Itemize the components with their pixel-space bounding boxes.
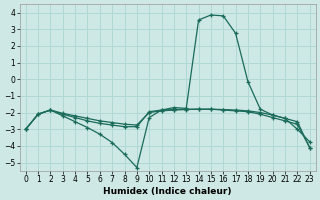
X-axis label: Humidex (Indice chaleur): Humidex (Indice chaleur) bbox=[103, 187, 232, 196]
